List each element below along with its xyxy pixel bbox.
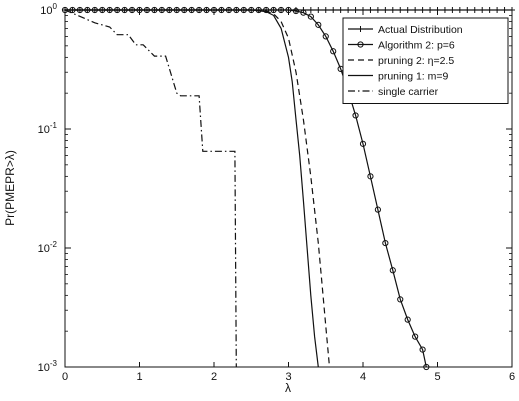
legend-box <box>342 17 509 104</box>
data-point-actual-distribution <box>337 7 344 13</box>
data-point-actual-distribution <box>397 7 404 13</box>
legend-marker-actual-distribution <box>357 26 364 32</box>
data-point-actual-distribution <box>360 7 366 13</box>
data-point-algorithm-2-p-6 <box>367 173 374 180</box>
data-point-actual-distribution <box>486 7 493 13</box>
series-line-single-carrier <box>64 9 237 368</box>
data-point-actual-distribution <box>509 7 515 13</box>
data-point-actual-distribution <box>494 7 501 13</box>
legend-entry-pruning-2-2-5: pruning 2: η=2.5 <box>378 55 454 67</box>
data-point-actual-distribution <box>464 7 471 13</box>
data-point-algorithm-2-p-6 <box>419 346 426 353</box>
series-line-pruning-1-m-9 <box>65 9 319 368</box>
y-tick-exponent: -1 <box>50 121 58 130</box>
data-point-actual-distribution <box>449 7 456 13</box>
data-point-actual-distribution <box>456 7 463 13</box>
legend-entry-single-carrier: single carrier <box>378 86 439 98</box>
data-point-actual-distribution <box>367 7 374 13</box>
data-point-actual-distribution <box>471 7 478 13</box>
data-point-actual-distribution <box>434 7 441 13</box>
x-tick-label: 1 <box>136 371 142 383</box>
data-point-actual-distribution <box>441 7 448 13</box>
y-tick-exponent: -2 <box>50 240 58 249</box>
series-layer <box>61 6 515 371</box>
y-tick-exponent: -3 <box>50 359 58 368</box>
data-point-algorithm-2-p-6 <box>397 296 404 303</box>
data-point-actual-distribution <box>501 7 508 13</box>
data-point-actual-distribution <box>352 7 359 13</box>
data-point-actual-distribution <box>389 7 396 13</box>
data-point-algorithm-2-p-6 <box>404 316 411 323</box>
x-tick-label: 6 <box>509 371 515 383</box>
data-point-algorithm-2-p-6 <box>292 7 300 15</box>
x-tick-label: 3 <box>285 371 291 383</box>
data-point-algorithm-2-p-6 <box>277 6 285 14</box>
data-point-actual-distribution <box>404 7 411 13</box>
x-tick-label: 4 <box>360 371 366 383</box>
data-point-actual-distribution <box>427 7 434 13</box>
data-point-actual-distribution <box>479 7 486 13</box>
data-point-algorithm-2-p-6 <box>412 333 419 340</box>
data-point-algorithm-2-p-6 <box>359 140 367 147</box>
y-tick-label: 10-2 <box>38 240 58 255</box>
y-axis-label: Pr(PMEPR>λ) <box>3 150 17 226</box>
data-point-algorithm-2-p-6 <box>285 6 292 14</box>
x-axis-label: λ <box>285 381 291 395</box>
data-point-actual-distribution <box>382 7 389 13</box>
data-point-algorithm-2-p-6 <box>270 6 277 14</box>
x-tick-label: 0 <box>62 371 68 383</box>
data-point-algorithm-2-p-6 <box>307 13 314 20</box>
y-tick-base: 10 <box>38 362 50 374</box>
x-tick-label: 5 <box>434 371 440 383</box>
legend-entry-pruning-1-m-9: pruning 1: m=9 <box>378 71 448 83</box>
data-point-actual-distribution <box>374 7 381 13</box>
y-tick-label: 10-1 <box>38 121 58 136</box>
y-tick-base: 10 <box>40 5 52 17</box>
y-tick-exponent: 0 <box>53 2 58 11</box>
data-point-algorithm-2-p-6 <box>330 48 337 55</box>
y-tick-base: 10 <box>38 243 50 255</box>
data-point-actual-distribution <box>315 7 322 13</box>
data-point-algorithm-2-p-6 <box>300 9 307 16</box>
data-point-algorithm-2-p-6 <box>263 6 270 14</box>
legend-marker-algorithm-2-p-6 <box>357 41 364 48</box>
data-point-actual-distribution <box>307 7 314 13</box>
data-point-actual-distribution <box>322 7 329 13</box>
x-tick-label: 2 <box>211 371 217 383</box>
legend-entry-actual-distribution: Actual Distribution <box>378 24 463 36</box>
data-point-algorithm-2-p-6 <box>322 33 329 40</box>
y-tick-label: 10-3 <box>38 359 58 374</box>
y-tick-base: 10 <box>38 124 50 136</box>
data-point-actual-distribution <box>419 7 426 13</box>
data-point-actual-distribution <box>330 7 337 13</box>
legend-entry-algorithm-2-p-6: Algorithm 2: p=6 <box>378 40 455 52</box>
data-point-algorithm-2-p-6 <box>389 267 396 274</box>
y-tick-label: 100 <box>40 2 57 17</box>
data-point-algorithm-2-p-6 <box>382 239 389 247</box>
data-point-algorithm-2-p-6 <box>352 112 359 119</box>
data-point-algorithm-2-p-6 <box>315 21 322 28</box>
data-point-actual-distribution <box>345 7 352 13</box>
data-point-actual-distribution <box>412 7 419 13</box>
data-point-algorithm-2-p-6 <box>374 206 381 213</box>
data-point-algorithm-2-p-6 <box>423 363 430 371</box>
legend: Actual Distribution Algorithm 2: p=6 pruni… <box>342 17 509 104</box>
